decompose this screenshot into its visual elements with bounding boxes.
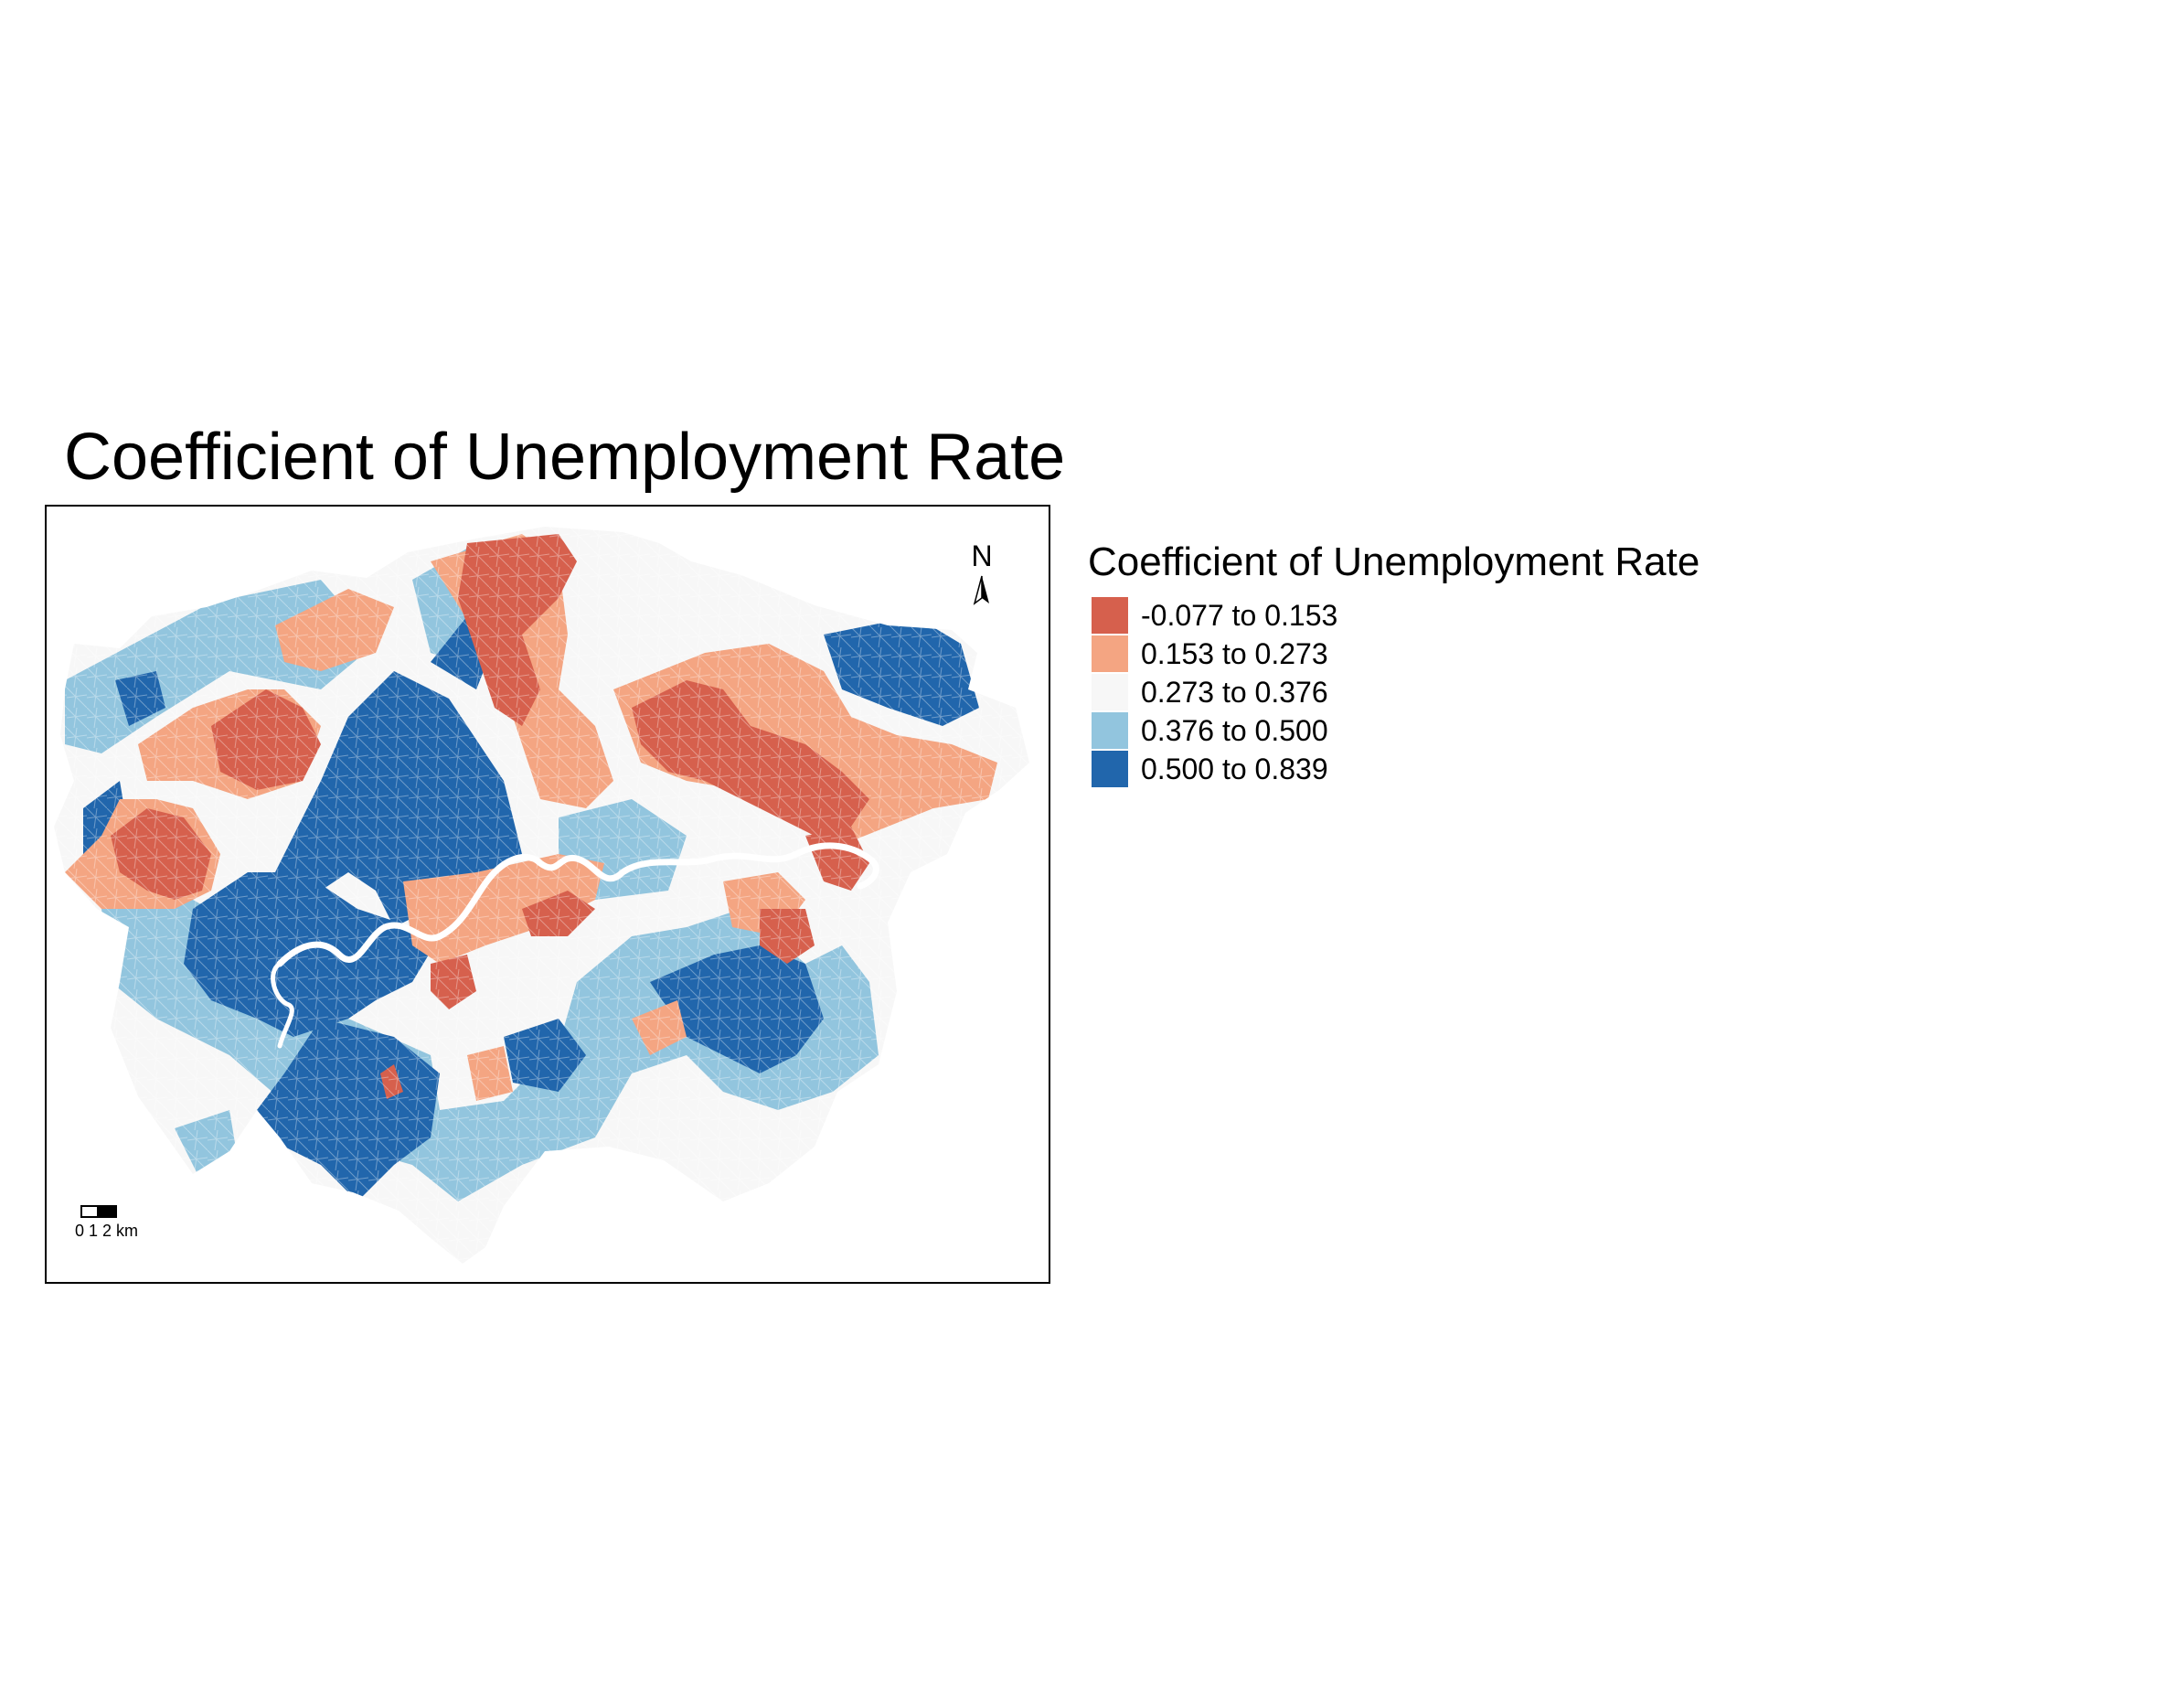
north-arrow: N (964, 539, 1000, 622)
legend-item: 0.273 to 0.376 (1092, 673, 1699, 711)
scale-bar-graphic (80, 1205, 117, 1218)
river-thames-west (271, 961, 294, 1049)
legend-title: Coefficient of Unemployment Rate (1088, 539, 1700, 584)
map-title: Coefficient of Unemployment Rate (64, 421, 1066, 494)
legend-item: 0.376 to 0.500 (1092, 711, 1699, 750)
river-thames (276, 842, 879, 967)
legend-label: 0.153 to 0.273 (1141, 637, 1328, 670)
legend-swatch (1092, 751, 1128, 787)
legend-label: 0.273 to 0.376 (1141, 676, 1328, 709)
legend-label: 0.500 to 0.839 (1141, 753, 1328, 785)
map-regions (54, 527, 1029, 1264)
legend-swatch (1092, 597, 1128, 634)
scale-bar-label: 0 1 2 km (75, 1222, 139, 1240)
tract-boundaries (54, 527, 1029, 1264)
legend-label: -0.077 to 0.153 (1141, 599, 1338, 632)
legend-swatch (1092, 712, 1128, 749)
north-arrow-icon (973, 575, 989, 605)
legend-swatch (1092, 674, 1128, 710)
north-arrow-label: N (971, 539, 993, 572)
map-panel (45, 505, 1050, 1284)
legend-item: -0.077 to 0.153 (1092, 596, 1699, 635)
london-choropleth-map (54, 527, 1029, 1264)
legend-item: 0.500 to 0.839 (1092, 750, 1699, 788)
legend-label: 0.376 to 0.500 (1141, 714, 1328, 747)
legend-item: 0.153 to 0.273 (1092, 635, 1699, 673)
map-legend: Coefficient of Unemployment Rate -0.077 … (1088, 538, 1699, 788)
scale-bar: 0 1 2 km (73, 1205, 183, 1242)
legend-swatch (1092, 635, 1128, 672)
